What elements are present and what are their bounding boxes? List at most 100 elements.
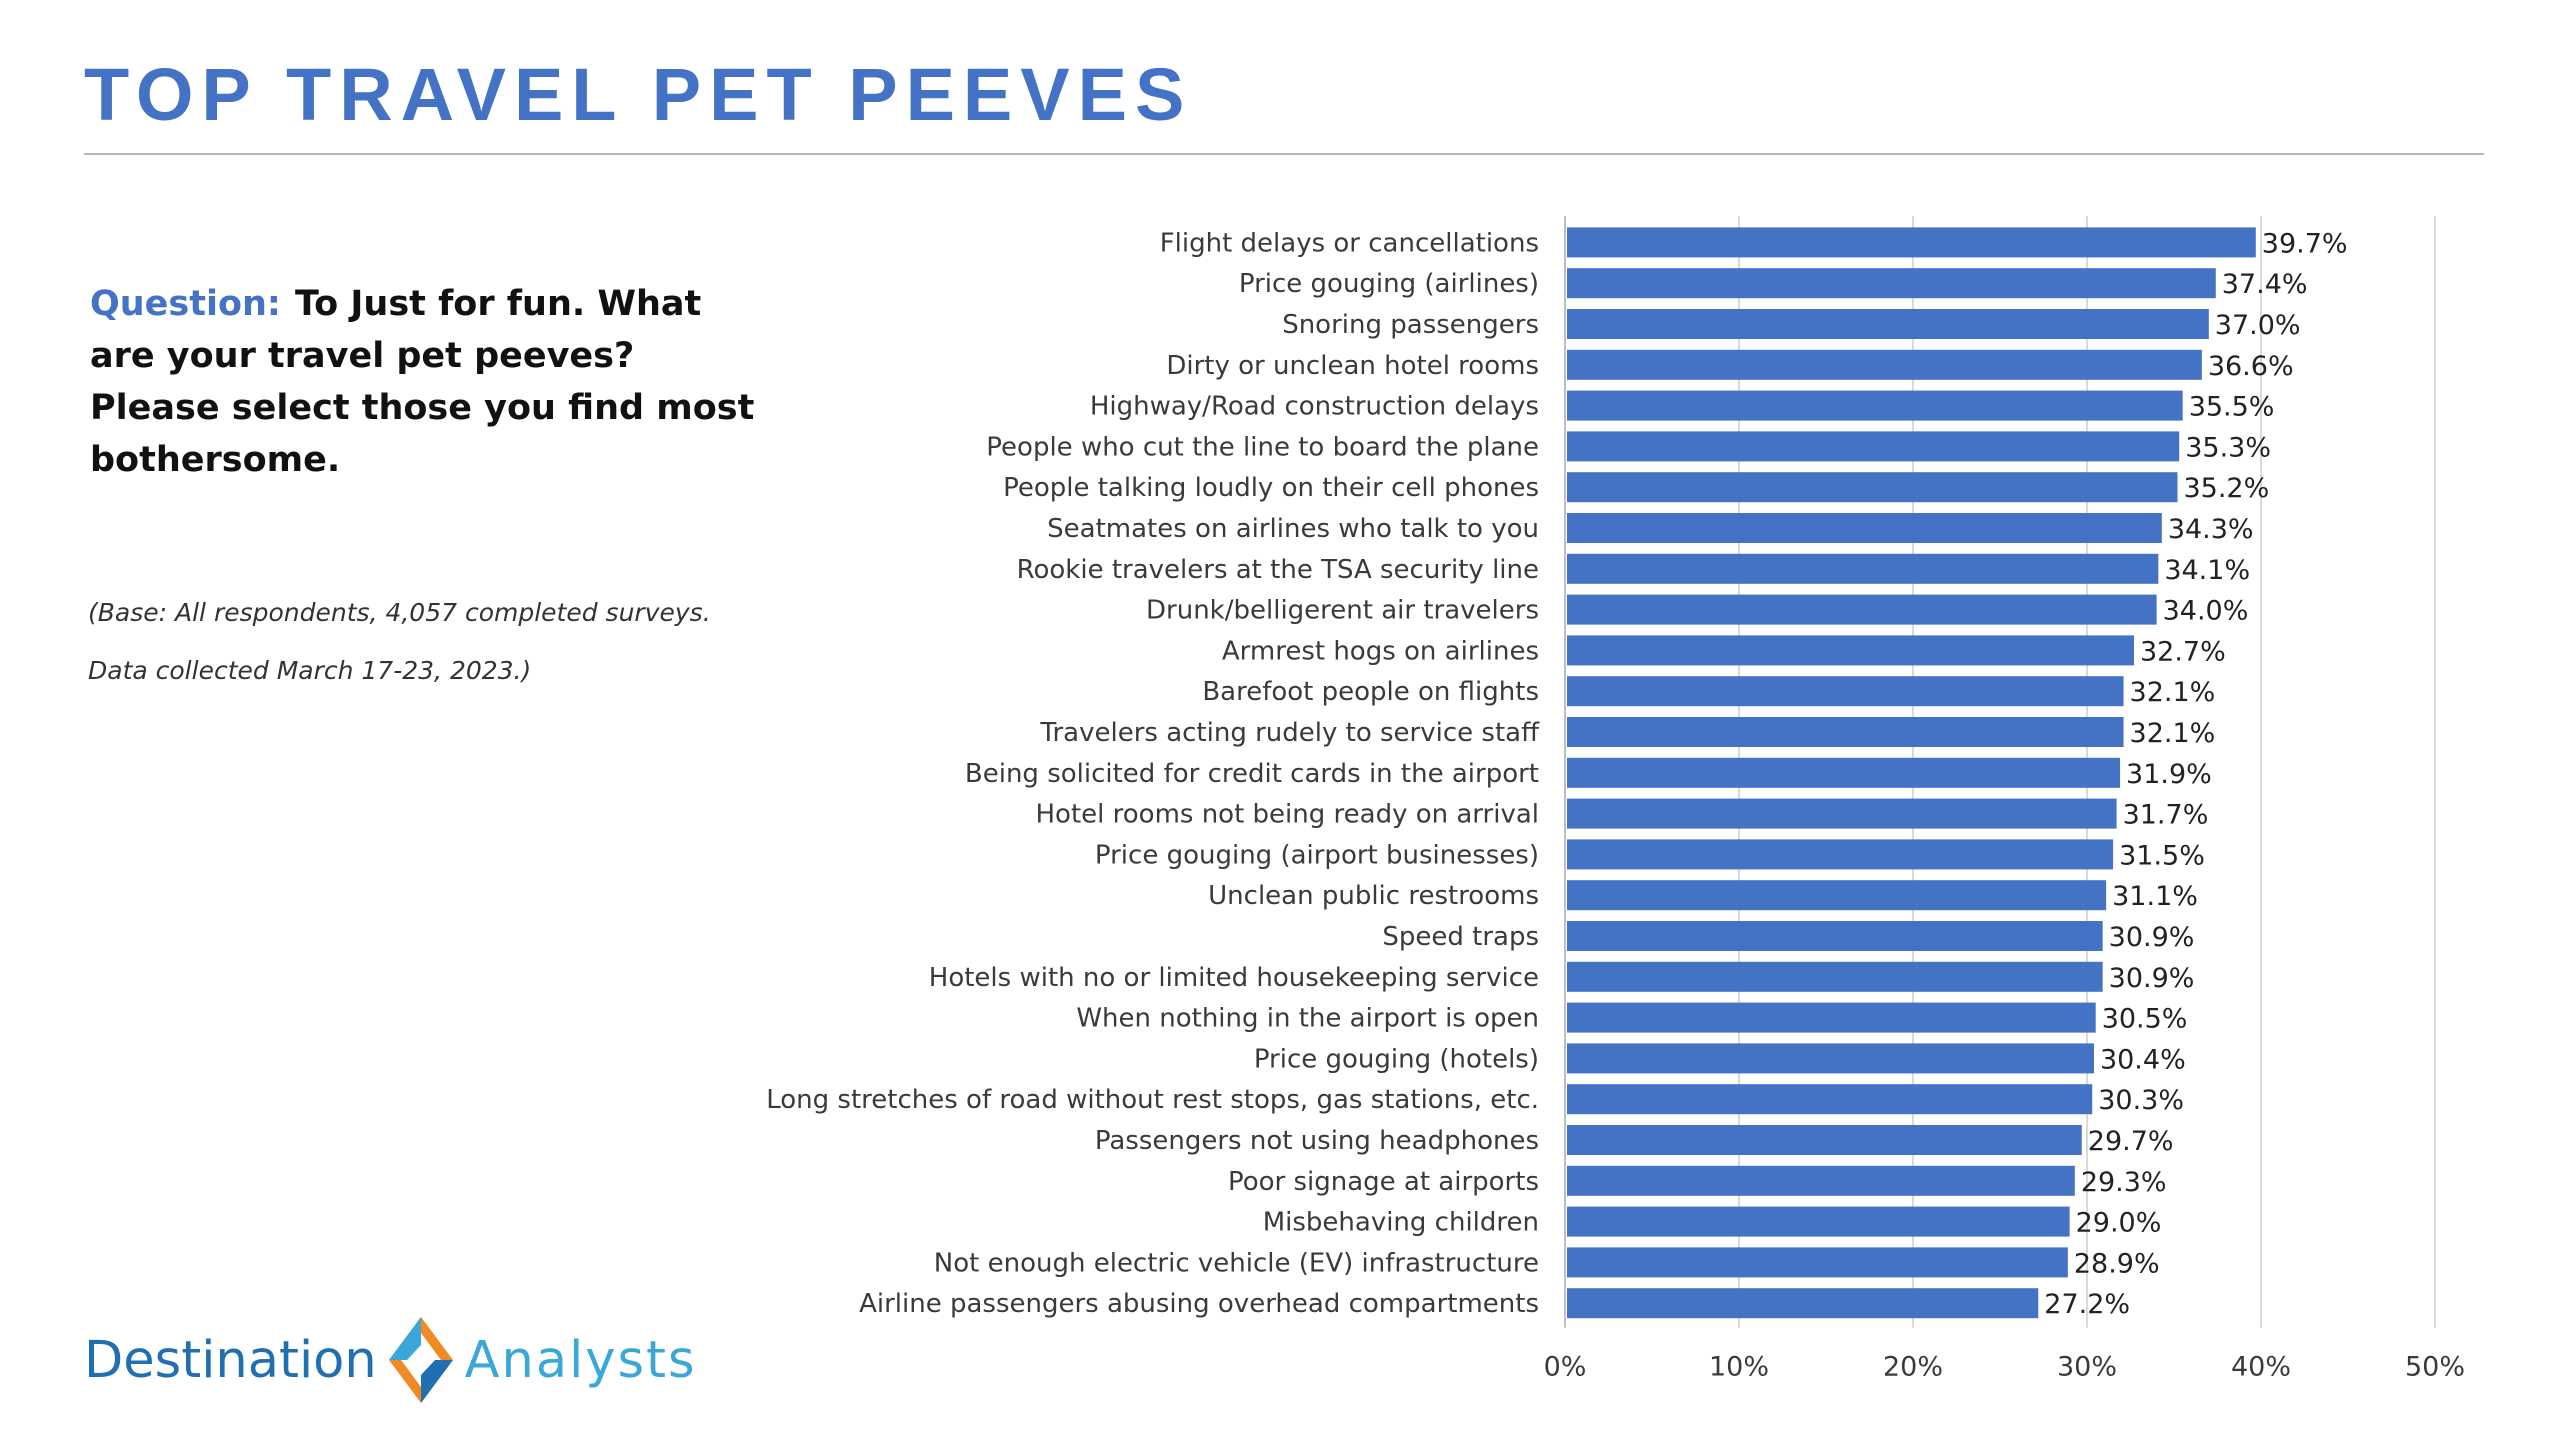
value-label: 27.2% [2044, 1289, 2130, 1320]
value-label: 31.9% [2126, 759, 2212, 790]
category-label: Being solicited for credit cards in the … [965, 759, 1539, 789]
bar [1567, 717, 2124, 747]
category-label: Drunk/belligerent air travelers [1146, 596, 1539, 626]
value-label: 29.3% [2081, 1167, 2167, 1198]
value-label: 30.9% [2109, 922, 2195, 953]
x-tick-label: 20% [1883, 1352, 1943, 1383]
category-label: Price gouging (airport businesses) [1095, 840, 1539, 870]
category-label: Unclean public restrooms [1208, 881, 1539, 911]
value-label: 29.0% [2076, 1208, 2162, 1239]
bar [1567, 921, 2103, 951]
value-label: 35.5% [2189, 392, 2275, 423]
base-note-line-2: Data collected March 17-23, 2023.) [88, 656, 532, 685]
category-label: Price gouging (hotels) [1254, 1044, 1539, 1074]
bar [1567, 1165, 2075, 1196]
title-divider [84, 153, 2484, 155]
category-label: Not enough electric vehicle (EV) infrast… [934, 1248, 1539, 1278]
bar [1567, 1288, 2039, 1319]
category-label: Seatmates on airlines who talk to you [1047, 514, 1539, 544]
bar [1567, 268, 2216, 299]
question-label: Question: [90, 284, 281, 324]
category-label: Flight delays or cancellations [1160, 228, 1539, 258]
question-block: Question: To Just for fun. What are your … [90, 278, 770, 486]
value-label: 39.7% [2262, 228, 2348, 259]
bar [1567, 349, 2202, 380]
bar [1567, 594, 2157, 625]
value-label: 31.7% [2123, 800, 2209, 831]
category-label: Price gouging (airlines) [1239, 269, 1539, 299]
category-label: Passengers not using headphones [1095, 1126, 1539, 1156]
category-label: Poor signage at airports [1228, 1167, 1539, 1197]
category-label: When nothing in the airport is open [1076, 1004, 1539, 1034]
base-note-line-1: (Base: All respondents, 4,057 completed … [88, 598, 711, 627]
bar [1567, 798, 2117, 829]
category-label: Dirty or unclean hotel rooms [1166, 351, 1539, 381]
bar [1567, 880, 2107, 911]
category-label: People talking loudly on their cell phon… [1003, 473, 1539, 503]
category-label: People who cut the line to board the pla… [986, 432, 1539, 462]
category-label: Snoring passengers [1282, 310, 1539, 340]
bar [1567, 431, 2180, 462]
bar [1567, 227, 2256, 258]
bar [1567, 472, 2178, 503]
bar [1567, 1002, 2096, 1033]
bar [1567, 1206, 2070, 1237]
bar [1567, 1247, 2068, 1278]
base-note: (Base: All respondents, 4,057 completed … [88, 584, 808, 700]
value-label: 32.1% [2130, 718, 2216, 749]
value-label: 32.1% [2130, 677, 2216, 708]
category-label: Speed traps [1382, 922, 1539, 952]
x-tick-label: 10% [1709, 1352, 1769, 1383]
value-label: 35.2% [2183, 473, 2269, 504]
logo-word-analysts: Analysts [464, 1330, 697, 1390]
value-label: 35.3% [2185, 432, 2271, 463]
value-label: 34.3% [2168, 514, 2254, 545]
diamond-arrows-icon [388, 1317, 453, 1403]
bar [1567, 513, 2162, 543]
value-label: 30.9% [2109, 963, 2195, 994]
value-label: 29.7% [2088, 1126, 2174, 1157]
category-label: Hotel rooms not being ready on arrival [1036, 800, 1540, 830]
x-tick-label: 30% [2057, 1352, 2117, 1383]
category-label: Hotels with no or limited housekeeping s… [929, 963, 1539, 993]
value-label: 36.6% [2208, 351, 2294, 382]
bar [1567, 553, 2159, 584]
x-tick-label: 0% [1544, 1352, 1587, 1383]
value-label: 34.0% [2163, 596, 2249, 627]
bar [1567, 839, 2114, 870]
bar [1567, 309, 2209, 339]
bar [1567, 635, 2134, 666]
bar [1567, 390, 2183, 421]
value-label: 31.1% [2112, 881, 2198, 912]
value-label: 30.4% [2100, 1044, 2186, 1075]
value-label: 34.1% [2164, 555, 2250, 586]
category-label: Long stretches of road without rest stop… [766, 1085, 1539, 1115]
value-label: 30.5% [2102, 1004, 2188, 1035]
page-title: TOP TRAVEL PET PEEVES [84, 53, 1193, 136]
category-label: Barefoot people on flights [1202, 677, 1539, 707]
logo: Destination Analysts [84, 1305, 697, 1415]
value-label: 37.4% [2222, 269, 2308, 300]
category-label: Travelers acting rudely to service staff [1039, 718, 1540, 748]
category-label: Rookie travelers at the TSA security lin… [1017, 555, 1539, 585]
value-label: 37.0% [2215, 310, 2301, 341]
logo-word-destination: Destination [84, 1330, 377, 1390]
value-label: 31.5% [2119, 840, 2205, 871]
value-label: 32.7% [2140, 636, 2226, 667]
bar [1567, 1084, 2093, 1115]
question-text: To Just for fun. What are your travel pe… [90, 284, 755, 480]
value-label: 30.3% [2098, 1085, 2184, 1116]
category-label: Airline passengers abusing overhead comp… [859, 1289, 1539, 1319]
category-label: Armrest hogs on airlines [1222, 636, 1539, 666]
bar [1567, 1043, 2094, 1074]
value-label: 28.9% [2074, 1248, 2160, 1279]
x-tick-label: 50% [2405, 1352, 2465, 1383]
bar [1567, 757, 2121, 788]
category-label: Highway/Road construction delays [1090, 392, 1539, 422]
x-tick-label: 40% [2231, 1352, 2291, 1383]
category-label: Misbehaving children [1263, 1208, 1539, 1238]
bar [1567, 961, 2103, 992]
bar [1567, 676, 2124, 707]
bar [1567, 1125, 2082, 1155]
